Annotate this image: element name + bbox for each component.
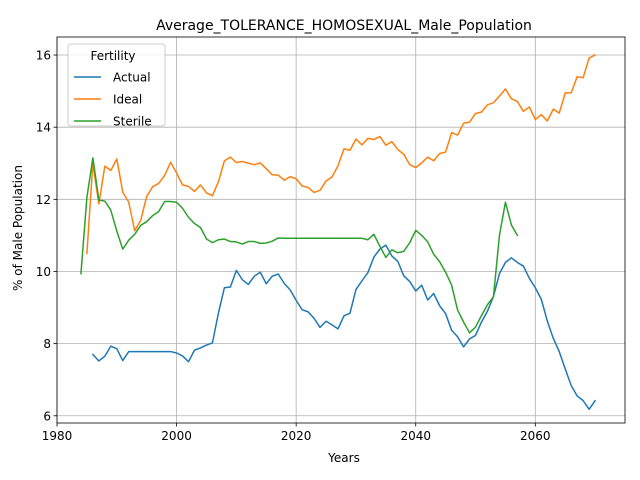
y-tick-label: 6: [43, 409, 51, 423]
y-tick-label: 16: [36, 49, 51, 63]
x-tick-label: 2000: [161, 429, 192, 443]
y-tick-label: 8: [43, 337, 51, 351]
y-axis-title: % of Male Population: [11, 165, 25, 291]
legend-label-ideal: Ideal: [113, 93, 142, 107]
grid: [56, 37, 625, 423]
y-tick-label: 12: [36, 193, 51, 207]
chart-title: Average_TOLERANCE_HOMOSEXUAL_Male_Popula…: [156, 18, 532, 34]
x-tick-label: 1980: [42, 429, 73, 443]
series-line-sterile: [80, 157, 519, 334]
legend-label-actual: Actual: [113, 71, 151, 85]
series-line-actual: [91, 244, 597, 411]
series-layer: [80, 54, 597, 411]
x-axis-title: Years: [327, 451, 360, 465]
x-tick-label: 2020: [281, 429, 312, 443]
legend-items: Actual Ideal Sterile: [74, 71, 152, 129]
axis-ticks: 1980 2000 2020 2040 2060 6 8 10 12 14 16: [36, 49, 551, 443]
y-tick-label: 14: [36, 121, 51, 135]
legend-label-sterile: Sterile: [113, 115, 152, 129]
y-tick-label: 10: [36, 265, 51, 279]
series-line-ideal: [86, 54, 597, 255]
legend-box: [67, 43, 166, 127]
x-tick-label: 2040: [400, 429, 431, 443]
plot-frame: [56, 36, 626, 424]
x-tick-label: 2060: [520, 429, 551, 443]
legend: Fertility Actual Ideal Sterile: [67, 43, 166, 129]
legend-title: Fertility: [90, 49, 135, 63]
